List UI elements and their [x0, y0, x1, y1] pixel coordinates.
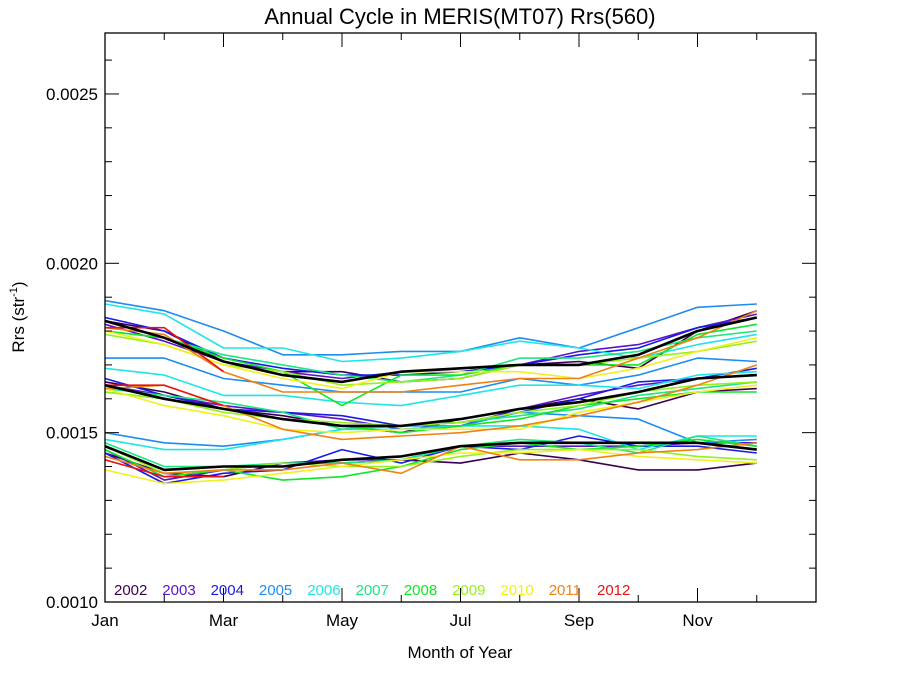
legend-item-2009: 2009 — [452, 582, 485, 599]
chart-title: Annual Cycle in MERIS(MT07) Rrs(560) — [264, 4, 655, 29]
y-axis-label-main: Rrs (str — [9, 297, 28, 353]
x-tick-label: Jul — [450, 611, 472, 630]
y-tick-label: 0.0025 — [46, 85, 98, 104]
series-line-2010-middle — [104, 384, 757, 434]
axis-layer: 0.0010 0.0015 0.0020 0.0025 Jan Mar May Jul Sep N… — [46, 32, 817, 630]
y-tick-label: 0.0020 — [46, 254, 98, 273]
legend: 2002 2003 2004 2005 2006 2007 2008 2009 2010 2011… — [114, 582, 630, 599]
series-line-2010-low — [104, 448, 757, 485]
y-tick-label: 0.0010 — [46, 593, 98, 612]
legend-item-2008: 2008 — [404, 582, 437, 599]
x-axis-label: Month of Year — [408, 643, 513, 662]
legend-item-2003: 2003 — [162, 582, 195, 599]
y-tick-label: 0.0015 — [46, 424, 98, 443]
series-line-2005-low — [104, 411, 757, 448]
series-line-2009-high — [104, 333, 757, 387]
legend-item-2005: 2005 — [259, 582, 292, 599]
series-line-2005-high — [104, 299, 757, 356]
series-line-2006-high — [104, 303, 757, 363]
series-line-mean-middle — [104, 373, 757, 428]
series-line-2005-middle — [105, 357, 757, 393]
series-line-mean-low — [104, 441, 757, 472]
legend-item-2012: 2012 — [597, 582, 630, 599]
series-line-2004-high — [104, 316, 757, 376]
y-axis-label-exponent: -1 — [8, 287, 20, 297]
legend-item-2004: 2004 — [211, 582, 244, 599]
legend-item-2002: 2002 — [114, 582, 147, 599]
series-line-2006-middle — [104, 367, 757, 407]
x-tick-label: Sep — [564, 611, 594, 630]
x-tick-label: Mar — [209, 611, 239, 630]
series-line-2008-high — [104, 323, 757, 407]
series-line-2004-low — [104, 435, 757, 485]
legend-item-2006: 2006 — [307, 582, 340, 599]
plot-frame — [104, 32, 817, 603]
series-line-2011-low — [104, 442, 757, 475]
series-layer — [104, 299, 758, 485]
y-axis-label-close: ) — [9, 281, 28, 287]
series-line-2011-high — [104, 309, 758, 393]
series-line-2010-high — [104, 330, 757, 390]
x-tick-label: Jan — [91, 611, 118, 630]
legend-item-2011: 2011 — [549, 582, 581, 599]
x-tick-label: May — [326, 611, 359, 630]
series-line-2007-high — [104, 330, 757, 383]
series-line-2012-middle — [105, 384, 224, 407]
legend-item-2010: 2010 — [500, 582, 533, 599]
x-tick-label: Nov — [682, 611, 713, 630]
legend-item-2007: 2007 — [356, 582, 389, 599]
series-line-2006-low — [104, 425, 757, 451]
y-axis-label: Rrs (str-1) — [8, 281, 28, 352]
series-line-2012-low — [104, 459, 224, 478]
series-line-mean-high — [104, 316, 758, 384]
